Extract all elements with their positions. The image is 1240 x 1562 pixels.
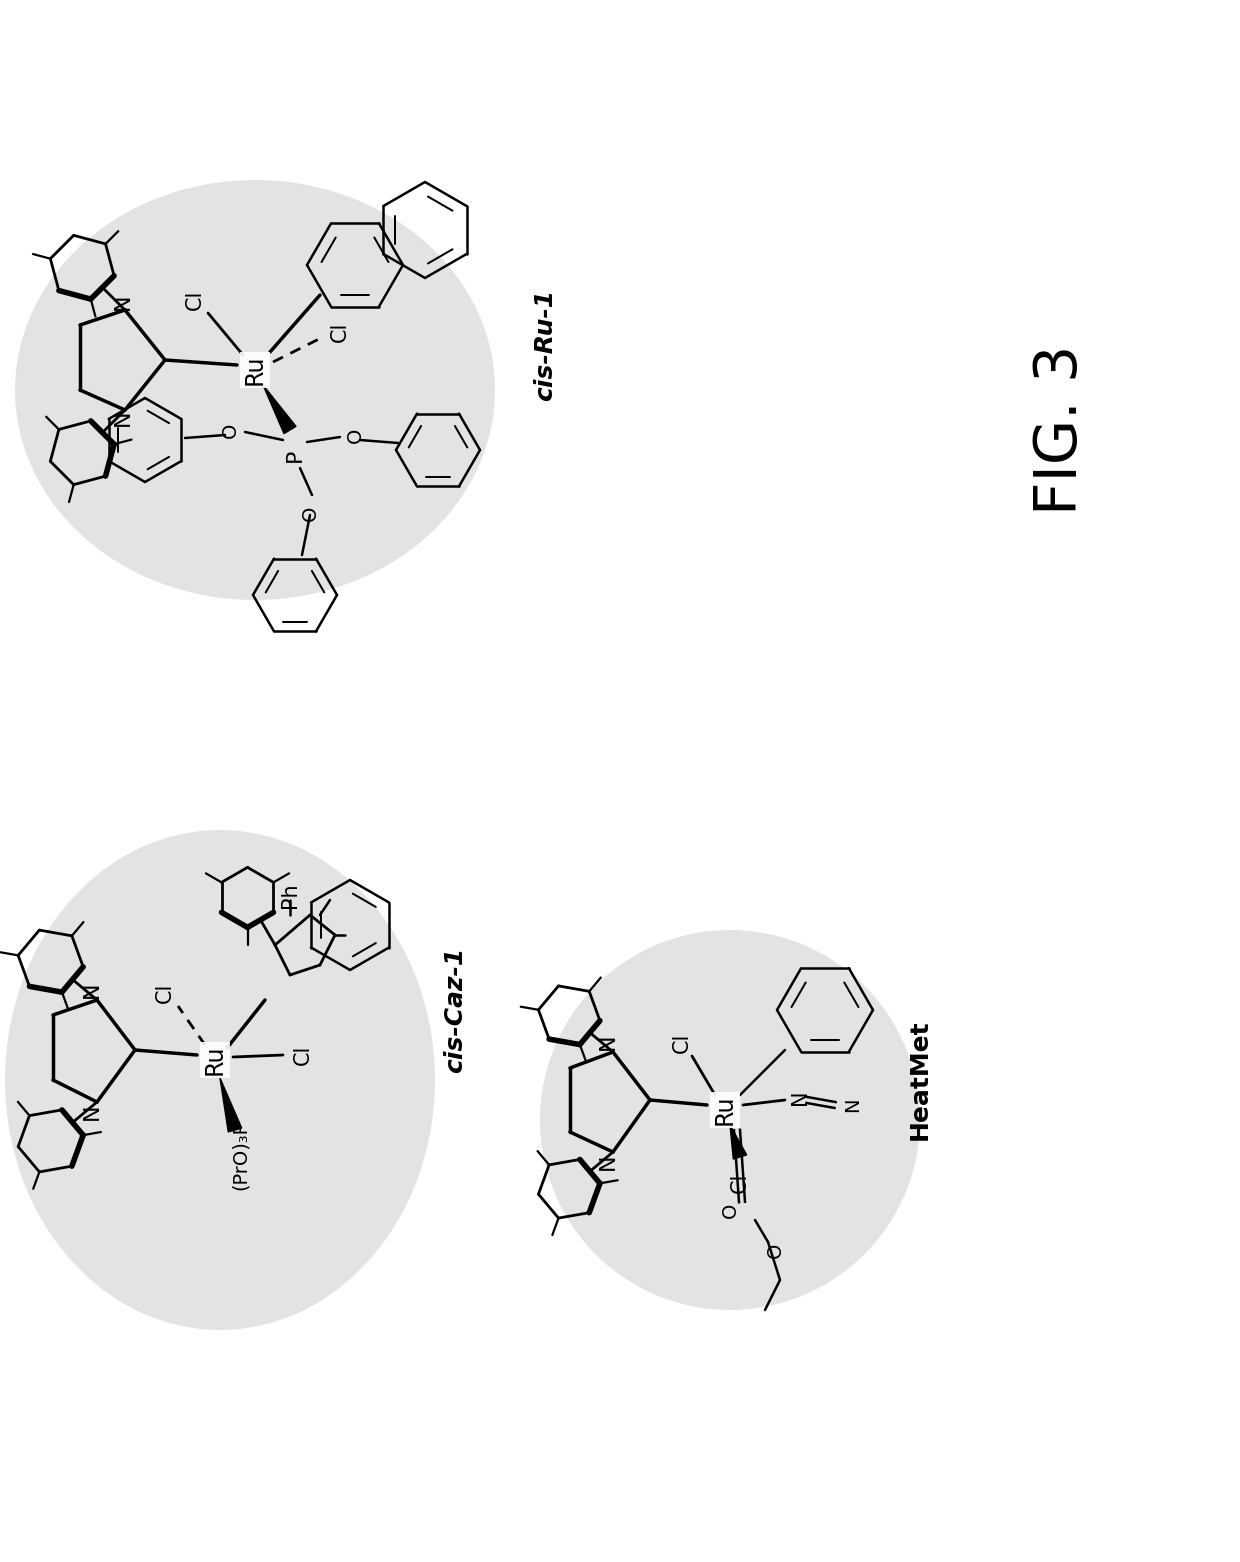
Text: O: O (346, 428, 365, 442)
Text: Cl: Cl (185, 291, 205, 311)
Text: N: N (113, 294, 133, 311)
Text: N: N (598, 1034, 618, 1050)
Text: N: N (82, 1104, 102, 1120)
Text: N: N (82, 982, 102, 998)
Ellipse shape (539, 929, 920, 1311)
Text: O: O (765, 1242, 785, 1257)
Text: O: O (221, 422, 239, 437)
Text: Ru: Ru (713, 1095, 737, 1125)
Text: Ru: Ru (203, 1045, 227, 1075)
Text: Cl: Cl (330, 322, 350, 342)
Text: N: N (598, 1154, 618, 1170)
Text: Cl: Cl (730, 1173, 750, 1193)
Ellipse shape (5, 829, 435, 1329)
Polygon shape (263, 384, 296, 434)
Text: Cl: Cl (293, 1045, 312, 1065)
Text: N: N (790, 1089, 810, 1104)
Text: Ph: Ph (280, 883, 300, 908)
Text: N: N (113, 409, 133, 426)
Ellipse shape (15, 180, 495, 600)
Text: Cl: Cl (155, 982, 175, 1003)
Polygon shape (730, 1125, 746, 1159)
Text: cis-Caz-1: cis-Caz-1 (443, 947, 467, 1073)
Polygon shape (219, 1078, 242, 1132)
Text: N: N (843, 1098, 863, 1112)
Text: Cl: Cl (672, 1032, 692, 1053)
Text: P: P (285, 448, 305, 462)
Text: O: O (720, 1203, 739, 1218)
Text: cis-Ru-1: cis-Ru-1 (533, 289, 557, 401)
Text: Ru: Ru (243, 355, 267, 386)
Text: FIG. 3: FIG. 3 (1032, 345, 1089, 515)
Text: (PrO)₃P: (PrO)₃P (231, 1120, 249, 1190)
Text: O: O (300, 506, 320, 520)
Text: HeatMet: HeatMet (908, 1020, 932, 1140)
